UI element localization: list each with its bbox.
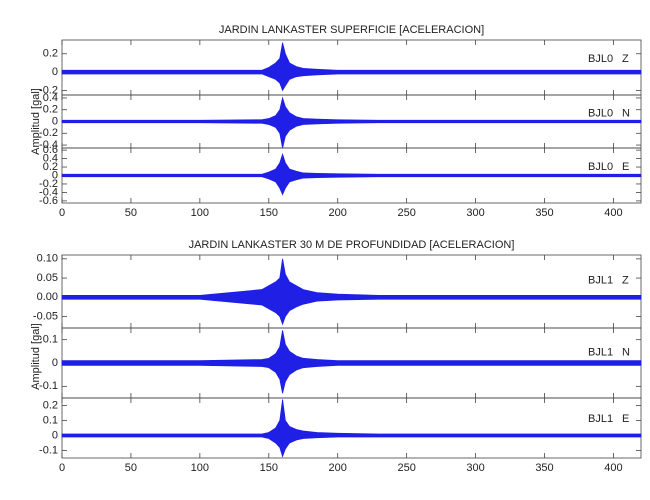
y-tick-label: 0.1: [43, 414, 58, 426]
chart-title: JARDIN LANKASTER 30 M DE PROFUNDIDAD [AC…: [189, 239, 515, 251]
y-tick-label: 0: [52, 66, 58, 78]
y-tick-label: -0.4: [39, 186, 58, 198]
x-tick-label: 300: [466, 462, 484, 474]
x-tick-label: 350: [535, 207, 553, 219]
panel-frame: [61, 397, 642, 459]
waveform: [61, 96, 642, 149]
chart-title: JARDIN LANKASTER SUPERFICIE [ACELERACION…: [219, 24, 484, 36]
panel-frame: [61, 39, 642, 96]
component-label: N: [622, 346, 630, 358]
component-label: Z: [622, 274, 629, 286]
y-tick-label: -0.4: [39, 139, 58, 151]
x-tick-label: 200: [329, 207, 347, 219]
x-tick-label: 100: [191, 207, 209, 219]
x-tick-label: 250: [397, 462, 415, 474]
y-tick-label: -0.6: [39, 195, 58, 207]
station-label: BJL1: [588, 413, 613, 425]
y-tick-label: 0.00: [37, 291, 58, 303]
y-axis-label: Amplitud [gal]: [30, 323, 42, 390]
y-tick-label: -0.2: [39, 178, 58, 190]
y-tick-label: -0.05: [33, 310, 58, 322]
component-label: E: [622, 413, 629, 425]
y-tick-label: 0.2: [43, 48, 58, 60]
x-tick-label: 50: [125, 462, 137, 474]
station-label: BJL0: [588, 161, 613, 173]
waveform: [61, 399, 642, 458]
x-tick-label: 200: [329, 462, 347, 474]
x-tick-label: 300: [466, 207, 484, 219]
station-label: BJL0: [588, 107, 613, 119]
y-tick-label: 0.6: [43, 144, 58, 156]
y-tick-label: 0: [52, 115, 58, 127]
x-tick-label: 50: [125, 207, 137, 219]
x-tick-label: 400: [604, 207, 622, 219]
y-tick-label: -0.1: [39, 380, 58, 392]
y-tick-label: 0.2: [43, 104, 58, 116]
x-tick-label: 0: [59, 462, 65, 474]
component-label: N: [622, 107, 630, 119]
station-label: BJL1: [588, 274, 613, 286]
waveform: [61, 153, 642, 196]
waveform: [61, 42, 642, 92]
component-label: E: [622, 161, 629, 173]
y-tick-label: 0.1: [43, 334, 58, 346]
y-axis-label: Amplitud [gal]: [30, 88, 42, 155]
station-label: BJL1: [588, 346, 613, 358]
y-tick-label: -0.1: [39, 444, 58, 456]
y-tick-label: 0: [52, 169, 58, 181]
x-tick-label: 250: [397, 207, 415, 219]
waveform: [61, 330, 642, 394]
y-tick-label: 0.4: [43, 152, 58, 164]
x-tick-label: 350: [535, 462, 553, 474]
y-tick-label: -0.2: [39, 84, 58, 96]
y-tick-label: 0: [52, 429, 58, 441]
y-tick-label: 0.2: [43, 161, 58, 173]
x-tick-label: 150: [260, 462, 278, 474]
y-tick-label: 0.4: [43, 92, 58, 104]
y-tick-label: 0.2: [43, 399, 58, 411]
station-label: BJL0: [588, 53, 613, 65]
y-tick-label: 0.05: [37, 272, 58, 284]
y-tick-label: 0: [52, 357, 58, 369]
panel-frame: [61, 254, 642, 329]
y-tick-label: -0.2: [39, 127, 58, 139]
x-tick-label: 400: [604, 462, 622, 474]
component-label: Z: [622, 53, 629, 65]
x-tick-label: 0: [59, 207, 65, 219]
waveform: [61, 258, 642, 326]
x-tick-label: 100: [191, 462, 209, 474]
x-tick-label: 150: [260, 207, 278, 219]
y-tick-label: 0.10: [37, 253, 58, 265]
